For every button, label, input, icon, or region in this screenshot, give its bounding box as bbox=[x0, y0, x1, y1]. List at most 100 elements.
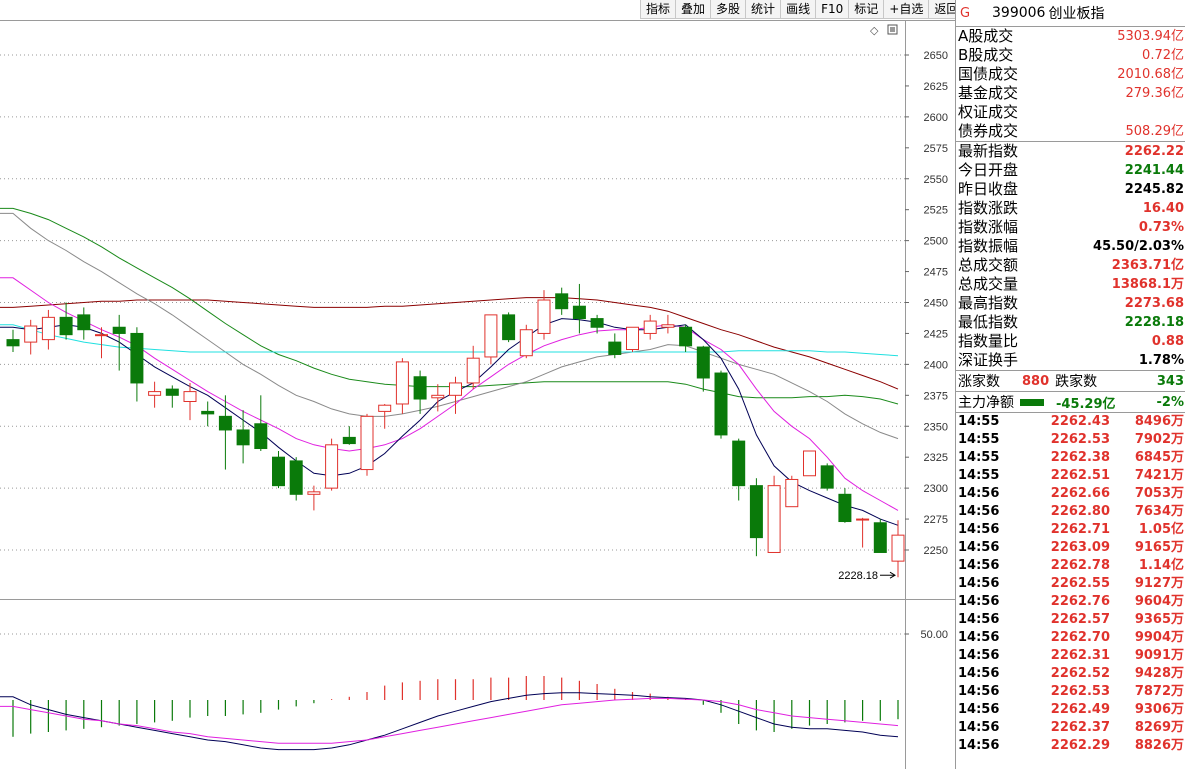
quote-value: 2363.71亿 bbox=[1111, 258, 1184, 273]
candle bbox=[112, 314, 126, 371]
candle bbox=[236, 410, 250, 464]
toolbar-button-6[interactable]: 标记 bbox=[848, 0, 884, 19]
candle-body bbox=[608, 341, 622, 355]
candle-body bbox=[112, 326, 126, 334]
y-tick-label: 2475 bbox=[924, 267, 948, 279]
quote-label: 深证换手 bbox=[958, 351, 1019, 369]
quote-panel: G 399006 创业板指 A股成交 5303.94亿 B股成交 0.72亿 国债成交 2… bbox=[955, 0, 1185, 769]
ma10-line bbox=[0, 277, 899, 511]
y-tick-label: 2300 bbox=[924, 483, 948, 495]
toolbar-button-7[interactable]: +自选 bbox=[883, 0, 929, 19]
toolbar-button-8[interactable]: 返回 bbox=[928, 0, 964, 19]
candle-body bbox=[360, 415, 374, 471]
tick-amount: 8496万 bbox=[1134, 414, 1184, 429]
toolbar-button-3[interactable]: 统计 bbox=[745, 0, 781, 19]
candle bbox=[130, 327, 144, 402]
tick-amount: 8826万 bbox=[1134, 738, 1184, 753]
toolbar-button-2[interactable]: 多股 bbox=[710, 0, 746, 19]
quote-row: 指数涨幅 0.73% bbox=[956, 218, 1185, 237]
turnover-label: 国债成交 bbox=[958, 65, 1019, 83]
turnover-row: 基金成交 279.36亿 bbox=[956, 84, 1185, 103]
candle bbox=[608, 333, 622, 359]
candle bbox=[661, 314, 675, 334]
flow-bar-icon bbox=[1020, 398, 1044, 406]
candle bbox=[679, 324, 693, 352]
candle-body bbox=[590, 318, 604, 328]
candle-body bbox=[767, 485, 781, 553]
tick-price: 2262.51 bbox=[1050, 468, 1110, 483]
candle-body bbox=[342, 436, 356, 445]
kline-chart-area[interactable]: 2650 2625 2600 2575 2550 2525 2500 2475 2450 2425… bbox=[0, 0, 955, 769]
y-tick-label: 2625 bbox=[924, 81, 948, 93]
quote-value: 45.50/2.03% bbox=[1093, 239, 1184, 254]
up-count: 880 bbox=[1022, 373, 1050, 389]
quote-value: 16.40 bbox=[1142, 201, 1184, 216]
candle-body bbox=[714, 372, 728, 436]
tick-price: 2262.70 bbox=[1050, 630, 1110, 645]
tick-time: 14:55 bbox=[958, 432, 1000, 447]
toolbar-button-1[interactable]: 叠加 bbox=[675, 0, 711, 19]
tick-list[interactable]: 14:55 2262.43 8496万 14:55 2262.53 7902万 14:55 2… bbox=[956, 412, 1185, 755]
quote-label: 最低指数 bbox=[958, 313, 1019, 331]
quote-row: 深证换手 1.78% bbox=[956, 351, 1185, 370]
toolbar-button-0[interactable]: 指标 bbox=[640, 0, 676, 19]
toolbar-button-5[interactable]: F10 bbox=[815, 0, 849, 19]
tick-price: 2262.37 bbox=[1050, 720, 1110, 735]
y-tick-label: 2650 bbox=[924, 50, 948, 62]
tick-amount: 7053万 bbox=[1134, 486, 1184, 501]
tick-amount: 6845万 bbox=[1134, 450, 1184, 465]
tick-row: 14:55 2262.53 7902万 bbox=[956, 431, 1185, 449]
indicator-line1 bbox=[0, 692, 899, 751]
tick-amount: 1.14亿 bbox=[1138, 558, 1184, 573]
tick-price: 2262.38 bbox=[1050, 450, 1110, 465]
tick-time: 14:56 bbox=[958, 684, 1000, 699]
ma120-line bbox=[0, 297, 899, 390]
tick-row: 14:56 2262.70 9904万 bbox=[956, 629, 1185, 647]
tick-time: 14:56 bbox=[958, 720, 1000, 735]
tick-row: 14:56 2262.29 8826万 bbox=[956, 737, 1185, 755]
quote-row: 总成交额 2363.71亿 bbox=[956, 256, 1185, 275]
tick-row: 14:56 2262.66 7053万 bbox=[956, 485, 1185, 503]
candle-body bbox=[165, 388, 179, 396]
candle-body bbox=[803, 450, 816, 477]
quote-value: 0.88 bbox=[1151, 334, 1184, 349]
tick-amount: 9604万 bbox=[1134, 594, 1184, 609]
tick-amount: 7421万 bbox=[1134, 468, 1184, 483]
candle-body bbox=[785, 478, 799, 508]
turnover-row: 国债成交 2010.68亿 bbox=[956, 65, 1185, 84]
tick-time: 14:56 bbox=[958, 666, 1000, 681]
kline-chart[interactable]: 2650 2625 2600 2575 2550 2525 2500 2475 2450 2425… bbox=[0, 0, 955, 769]
y-tick-label: 2375 bbox=[924, 390, 948, 402]
turnover-row: 权证成交 bbox=[956, 103, 1185, 122]
tick-price: 2262.29 bbox=[1050, 738, 1110, 753]
tick-price: 2262.49 bbox=[1050, 702, 1110, 717]
candle-body bbox=[148, 391, 162, 396]
down-count: 343 bbox=[1156, 373, 1184, 389]
tick-price: 2262.76 bbox=[1050, 594, 1110, 609]
quote-label: 今日开盘 bbox=[958, 161, 1019, 179]
tick-time: 14:56 bbox=[958, 504, 1000, 519]
y-tick-label: 2600 bbox=[924, 112, 948, 124]
candle bbox=[6, 329, 20, 352]
tick-row: 14:56 2262.78 1.14亿 bbox=[956, 557, 1185, 575]
tick-time: 14:56 bbox=[958, 594, 1000, 609]
toolbar-button-4[interactable]: 画线 bbox=[780, 0, 816, 19]
quote-row: 最低指数 2228.18 bbox=[956, 313, 1185, 332]
quote-value: 1.78% bbox=[1138, 353, 1184, 368]
tick-row: 14:56 2262.52 9428万 bbox=[956, 665, 1185, 683]
tick-price: 2262.71 bbox=[1050, 522, 1110, 537]
y-tick-label: 2325 bbox=[924, 452, 948, 464]
quote-label: 指数涨跌 bbox=[958, 199, 1019, 217]
tick-amount: 7634万 bbox=[1134, 504, 1184, 519]
candle bbox=[325, 438, 339, 491]
candle-body bbox=[626, 326, 639, 351]
main-flow-value: -45.29亿 bbox=[1056, 396, 1116, 412]
candle bbox=[378, 403, 392, 429]
window-icon bbox=[887, 24, 898, 35]
candle-body bbox=[749, 485, 763, 539]
candle-body bbox=[59, 316, 73, 336]
candle-body bbox=[6, 339, 20, 347]
market-marker: G bbox=[960, 5, 971, 21]
candle-body bbox=[254, 423, 268, 450]
candle-body bbox=[41, 316, 55, 341]
